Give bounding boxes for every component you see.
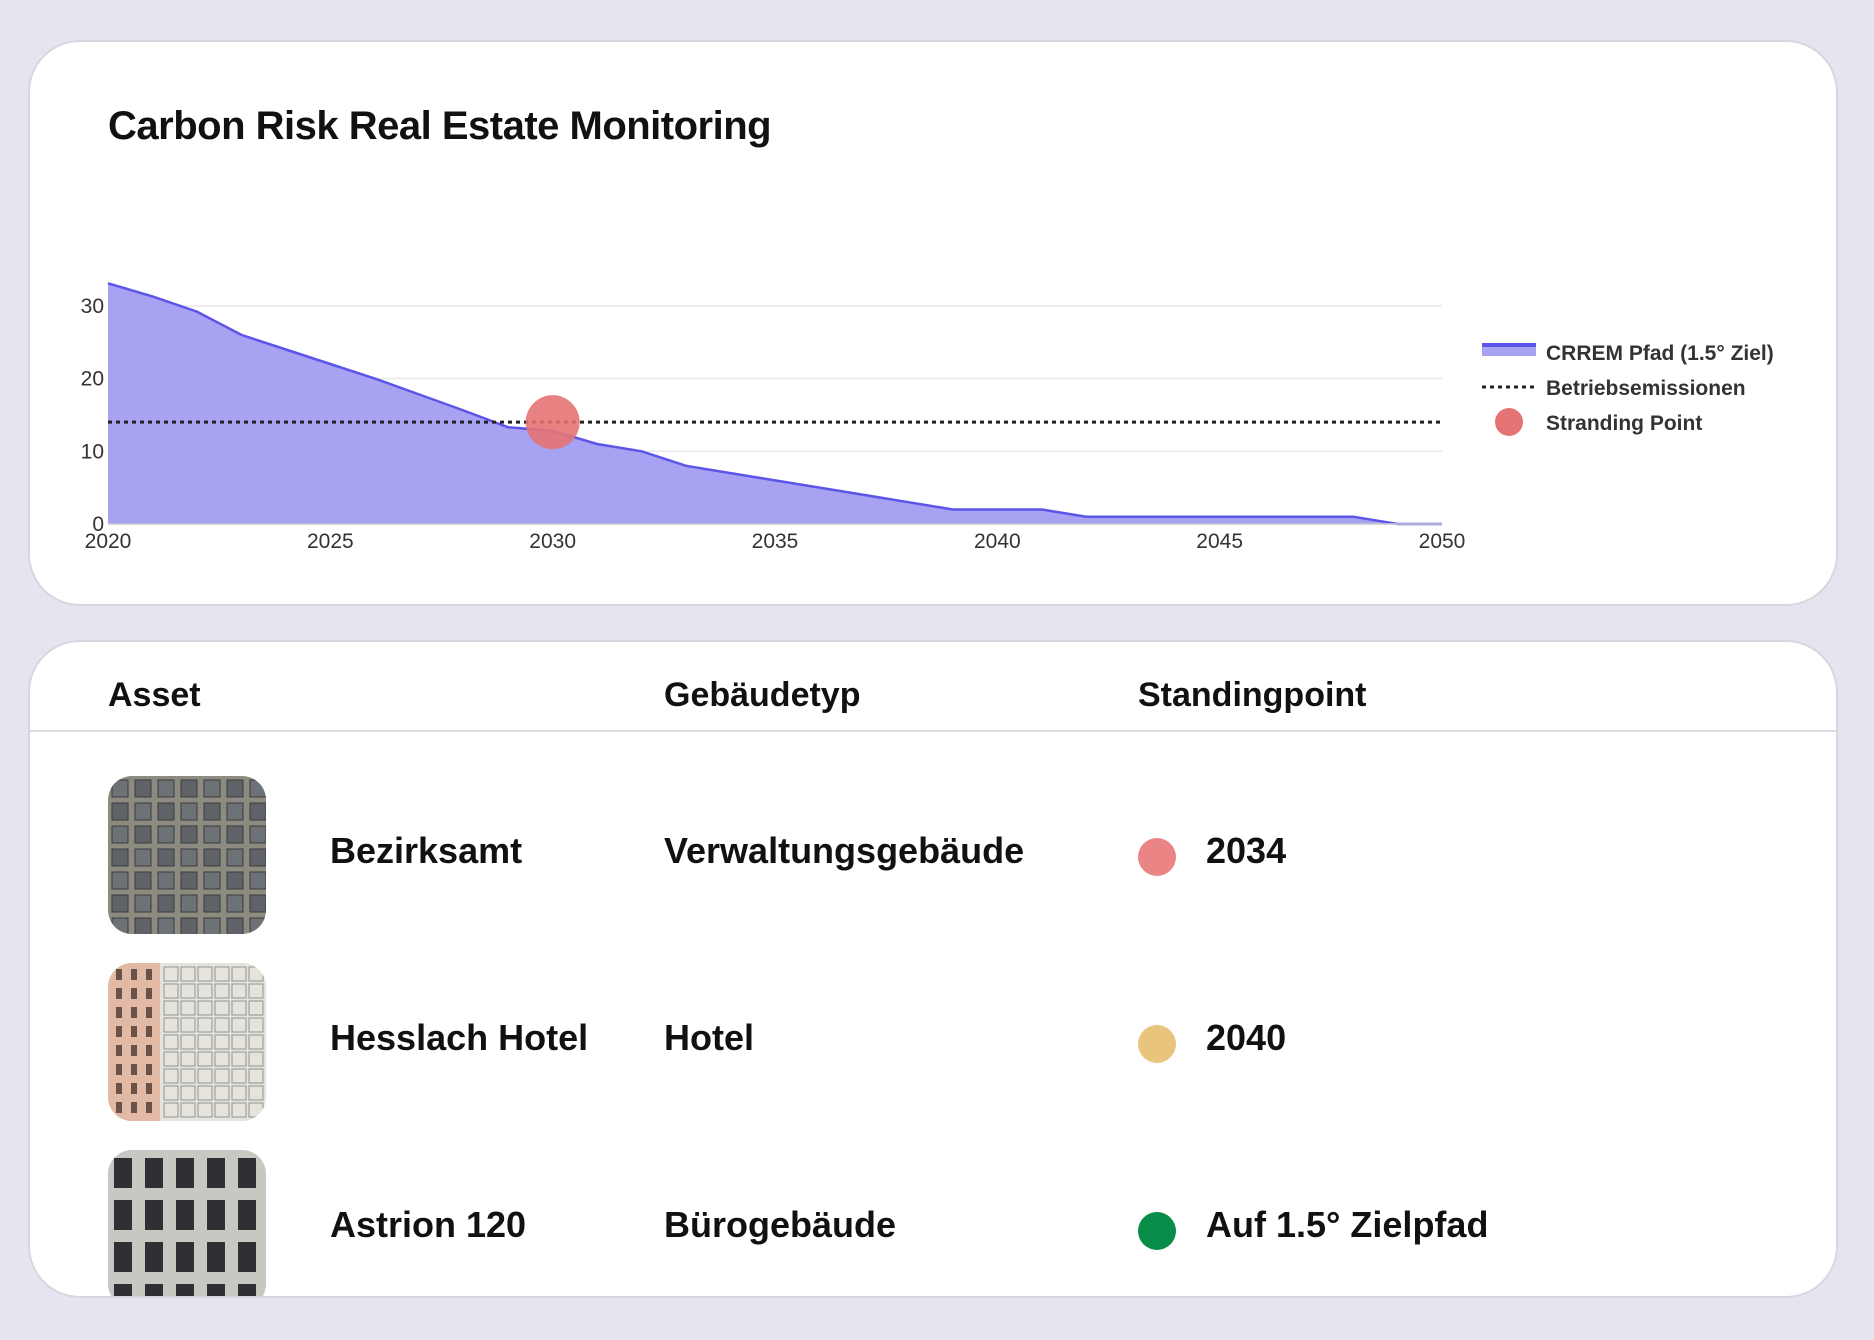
asset-name: Hesslach Hotel [330,1017,589,1058]
y-tick-label: 0 [92,513,104,536]
asset-table: Asset Gebäudetyp Standingpoint Bezirksam… [28,640,1838,1298]
table-row[interactable]: Astrion 120 Bürogebäude Auf 1.5° Zielpfa… [30,1150,1836,1296]
building-facade-image [108,1150,266,1296]
status-dot [1138,838,1176,876]
column-header-standingpoint: Standingpoint [1138,676,1367,714]
standingpoint-value: 2040 [1206,1017,1287,1058]
series-line-crrem [107,282,1442,526]
column-header-building-type: Gebäudetyp [664,676,861,714]
asset-thumbnail [108,963,266,1121]
building-facade-image [108,776,266,934]
legend-label: Stranding Point [1546,412,1702,435]
building-facade-image [108,963,266,1121]
y-tick-label: 10 [81,440,104,463]
legend-swatch-stranding-point [1495,408,1523,436]
table-row[interactable]: Bezirksamt Verwaltungsgebäude 2034 [30,776,1836,936]
x-tick-label: 2040 [974,530,1021,553]
chart-title: Carbon Risk Real Estate Monitoring [108,104,772,148]
x-tick-label: 2020 [85,530,132,553]
legend-label: CRREM Pfad (1.5° Ziel) [1546,342,1774,365]
status-dot [1138,1212,1176,1250]
column-header-asset: Asset [108,676,201,714]
legend-label: Betriebsemissionen [1546,377,1746,400]
y-tick-label: 20 [81,368,104,391]
table-row[interactable]: Hesslach Hotel Hotel 2040 [30,963,1836,1123]
building-type: Hotel [664,1017,754,1058]
building-type: Verwaltungsgebäude [664,830,1025,871]
asset-thumbnail [108,776,266,934]
series-area-crrem [108,283,1442,524]
status-dot [1138,1025,1176,1063]
x-tick-label: 2030 [529,530,576,553]
standingpoint-value: 2034 [1206,830,1287,871]
x-tick-label: 2035 [752,530,799,553]
table-header: Asset Gebäudetyp Standingpoint [30,642,1836,732]
asset-thumbnail [108,1150,266,1296]
crrem-chart: 2020 2025 2030 2035 2040 2045 20500102030CRREM… [81,282,1774,553]
asset-name: Bezirksamt [330,830,523,871]
standingpoint-value: Auf 1.5° Zielpfad [1206,1204,1489,1245]
building-type: Bürogebäude [664,1204,897,1245]
stranding-point-marker [525,395,580,450]
x-tick-label: 2050 [1419,530,1466,553]
asset-name: Astrion 120 [330,1204,527,1245]
x-tick-label: 2025 [307,530,354,553]
y-tick-label: 30 [81,295,104,318]
chart-card: Carbon Risk Real Estate Monitoring 2020 2… [28,40,1838,606]
x-tick-label: 2045 [1196,530,1243,553]
